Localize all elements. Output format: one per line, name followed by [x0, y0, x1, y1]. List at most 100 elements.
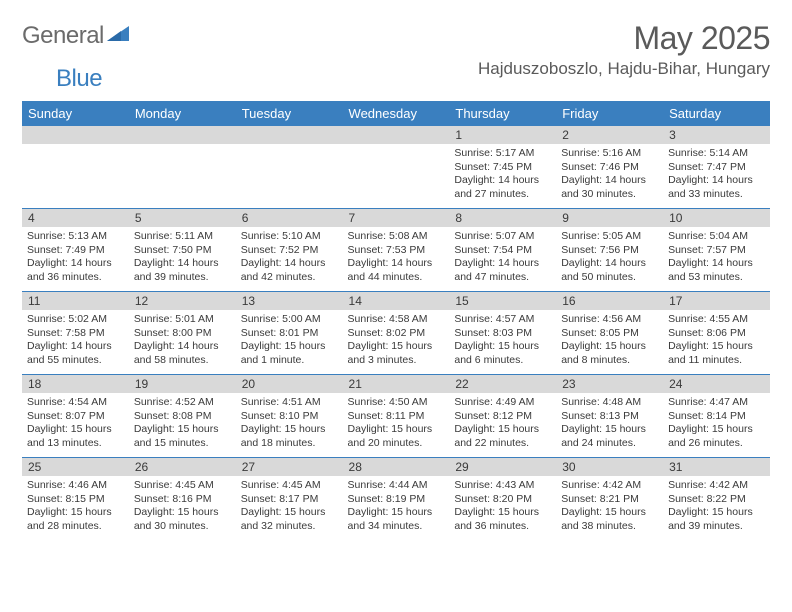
sunrise-text: Sunrise: 4:45 AM — [241, 479, 338, 493]
day-details: Sunrise: 4:58 AMSunset: 8:02 PMDaylight:… — [343, 310, 450, 374]
sunrise-text: Sunrise: 4:45 AM — [134, 479, 231, 493]
sunrise-text: Sunrise: 4:54 AM — [27, 396, 124, 410]
sunrise-text: Sunrise: 4:42 AM — [668, 479, 765, 493]
day-details — [129, 144, 236, 208]
day-number — [129, 126, 236, 144]
sunset-text: Sunset: 7:50 PM — [134, 244, 231, 258]
title-block: May 2025 Hajduszoboszlo, Hajdu-Bihar, Hu… — [478, 20, 770, 79]
day-number: 13 — [236, 292, 343, 310]
daylight-text: Daylight: 15 hours and 8 minutes. — [561, 340, 658, 367]
day-details: Sunrise: 4:52 AMSunset: 8:08 PMDaylight:… — [129, 393, 236, 457]
day-details: Sunrise: 5:05 AMSunset: 7:56 PMDaylight:… — [556, 227, 663, 291]
day-number: 6 — [236, 209, 343, 227]
sunset-text: Sunset: 8:05 PM — [561, 327, 658, 341]
day-number: 18 — [22, 375, 129, 393]
day-details: Sunrise: 5:11 AMSunset: 7:50 PMDaylight:… — [129, 227, 236, 291]
sunset-text: Sunset: 7:46 PM — [561, 161, 658, 175]
day-header: Friday — [556, 101, 663, 126]
sunset-text: Sunset: 8:20 PM — [454, 493, 551, 507]
daylight-text: Daylight: 15 hours and 38 minutes. — [561, 506, 658, 533]
day-number: 16 — [556, 292, 663, 310]
sunrise-text: Sunrise: 4:52 AM — [134, 396, 231, 410]
sunset-text: Sunset: 7:56 PM — [561, 244, 658, 258]
sunrise-text: Sunrise: 4:47 AM — [668, 396, 765, 410]
sunrise-text: Sunrise: 5:10 AM — [241, 230, 338, 244]
daylight-text: Daylight: 15 hours and 34 minutes. — [348, 506, 445, 533]
sunset-text: Sunset: 8:21 PM — [561, 493, 658, 507]
sunset-text: Sunset: 7:45 PM — [454, 161, 551, 175]
day-header: Monday — [129, 101, 236, 126]
calendar-day-cell: 20Sunrise: 4:51 AMSunset: 8:10 PMDayligh… — [236, 375, 343, 458]
day-number: 26 — [129, 458, 236, 476]
day-details: Sunrise: 4:48 AMSunset: 8:13 PMDaylight:… — [556, 393, 663, 457]
sunset-text: Sunset: 8:11 PM — [348, 410, 445, 424]
sunset-text: Sunset: 8:01 PM — [241, 327, 338, 341]
day-details: Sunrise: 5:00 AMSunset: 8:01 PMDaylight:… — [236, 310, 343, 374]
day-details: Sunrise: 4:42 AMSunset: 8:21 PMDaylight:… — [556, 476, 663, 540]
sunrise-text: Sunrise: 4:44 AM — [348, 479, 445, 493]
day-number: 9 — [556, 209, 663, 227]
daylight-text: Daylight: 15 hours and 18 minutes. — [241, 423, 338, 450]
day-number: 3 — [663, 126, 770, 144]
daylight-text: Daylight: 15 hours and 15 minutes. — [134, 423, 231, 450]
day-details: Sunrise: 4:54 AMSunset: 8:07 PMDaylight:… — [22, 393, 129, 457]
calendar-day-cell: 27Sunrise: 4:45 AMSunset: 8:17 PMDayligh… — [236, 458, 343, 541]
day-number — [343, 126, 450, 144]
day-details: Sunrise: 4:44 AMSunset: 8:19 PMDaylight:… — [343, 476, 450, 540]
day-number: 20 — [236, 375, 343, 393]
logo-word-2: Blue — [56, 65, 102, 93]
calendar-day-cell: 10Sunrise: 5:04 AMSunset: 7:57 PMDayligh… — [663, 209, 770, 292]
sunset-text: Sunset: 8:22 PM — [668, 493, 765, 507]
daylight-text: Daylight: 14 hours and 36 minutes. — [27, 257, 124, 284]
day-number: 28 — [343, 458, 450, 476]
daylight-text: Daylight: 15 hours and 39 minutes. — [668, 506, 765, 533]
sunset-text: Sunset: 8:16 PM — [134, 493, 231, 507]
sunset-text: Sunset: 8:12 PM — [454, 410, 551, 424]
calendar-day-cell: 14Sunrise: 4:58 AMSunset: 8:02 PMDayligh… — [343, 292, 450, 375]
month-title: May 2025 — [478, 20, 770, 57]
sunset-text: Sunset: 7:49 PM — [27, 244, 124, 258]
sunrise-text: Sunrise: 5:01 AM — [134, 313, 231, 327]
calendar-week-row: 25Sunrise: 4:46 AMSunset: 8:15 PMDayligh… — [22, 458, 770, 541]
calendar-day-cell: 8Sunrise: 5:07 AMSunset: 7:54 PMDaylight… — [449, 209, 556, 292]
daylight-text: Daylight: 15 hours and 36 minutes. — [454, 506, 551, 533]
day-number: 11 — [22, 292, 129, 310]
sunset-text: Sunset: 7:57 PM — [668, 244, 765, 258]
day-number: 30 — [556, 458, 663, 476]
daylight-text: Daylight: 14 hours and 53 minutes. — [668, 257, 765, 284]
day-number: 12 — [129, 292, 236, 310]
calendar-day-cell: 17Sunrise: 4:55 AMSunset: 8:06 PMDayligh… — [663, 292, 770, 375]
day-number: 31 — [663, 458, 770, 476]
calendar-day-cell: 7Sunrise: 5:08 AMSunset: 7:53 PMDaylight… — [343, 209, 450, 292]
day-details: Sunrise: 4:49 AMSunset: 8:12 PMDaylight:… — [449, 393, 556, 457]
calendar-week-row: 18Sunrise: 4:54 AMSunset: 8:07 PMDayligh… — [22, 375, 770, 458]
sunset-text: Sunset: 8:07 PM — [27, 410, 124, 424]
calendar-day-cell: 28Sunrise: 4:44 AMSunset: 8:19 PMDayligh… — [343, 458, 450, 541]
sunset-text: Sunset: 7:58 PM — [27, 327, 124, 341]
day-number: 27 — [236, 458, 343, 476]
day-details: Sunrise: 5:08 AMSunset: 7:53 PMDaylight:… — [343, 227, 450, 291]
day-details: Sunrise: 4:43 AMSunset: 8:20 PMDaylight:… — [449, 476, 556, 540]
calendar-day-cell: 30Sunrise: 4:42 AMSunset: 8:21 PMDayligh… — [556, 458, 663, 541]
sunset-text: Sunset: 8:02 PM — [348, 327, 445, 341]
sunset-text: Sunset: 7:54 PM — [454, 244, 551, 258]
day-number: 23 — [556, 375, 663, 393]
location-subtitle: Hajduszoboszlo, Hajdu-Bihar, Hungary — [478, 59, 770, 79]
sunset-text: Sunset: 8:00 PM — [134, 327, 231, 341]
daylight-text: Daylight: 14 hours and 58 minutes. — [134, 340, 231, 367]
logo-triangle-icon — [107, 23, 129, 46]
calendar-day-cell: 16 Sunrise: 4:56 AMSunset: 8:05 PMDayligh… — [556, 292, 663, 375]
calendar-day-cell: 6Sunrise: 5:10 AMSunset: 7:52 PMDaylight… — [236, 209, 343, 292]
day-number: 14 — [343, 292, 450, 310]
daylight-text: Daylight: 15 hours and 1 minute. — [241, 340, 338, 367]
daylight-text: Daylight: 14 hours and 55 minutes. — [27, 340, 124, 367]
sunrise-text: Sunrise: 4:49 AM — [454, 396, 551, 410]
daylight-text: Daylight: 15 hours and 32 minutes. — [241, 506, 338, 533]
day-number: 10 — [663, 209, 770, 227]
day-details: Sunrise: 5:17 AMSunset: 7:45 PMDaylight:… — [449, 144, 556, 208]
sunset-text: Sunset: 7:53 PM — [348, 244, 445, 258]
calendar-day-cell: 21Sunrise: 4:50 AMSunset: 8:11 PMDayligh… — [343, 375, 450, 458]
day-header: Thursday — [449, 101, 556, 126]
sunrise-text: Sunrise: 4:56 AM — [561, 313, 658, 327]
day-details: Sunrise: 4:47 AMSunset: 8:14 PMDaylight:… — [663, 393, 770, 457]
